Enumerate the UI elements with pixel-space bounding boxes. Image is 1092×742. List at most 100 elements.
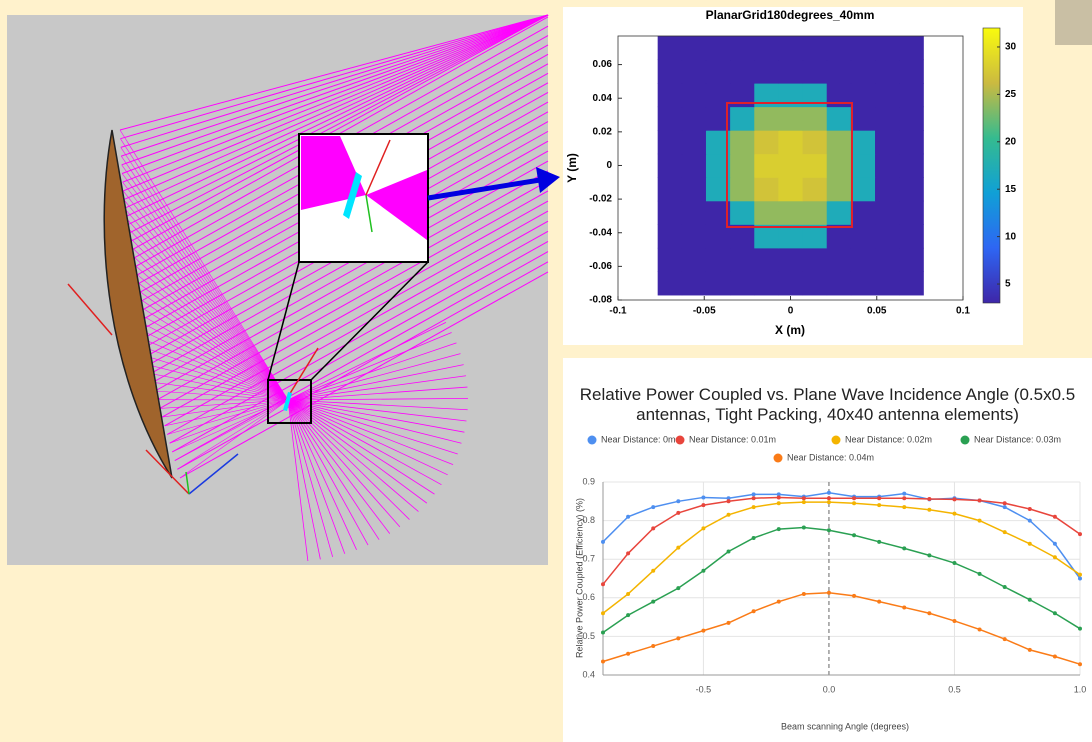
heat-cell xyxy=(730,271,755,295)
chart-title: Relative Power Coupled vs. Plane Wave In… xyxy=(563,385,1092,425)
heat-cell xyxy=(754,201,779,225)
data-point xyxy=(927,553,931,557)
heat-cell xyxy=(827,107,852,131)
data-point xyxy=(802,592,806,596)
heat-cell xyxy=(827,177,852,201)
data-point xyxy=(1053,542,1057,546)
heat-cell xyxy=(730,177,755,201)
data-point xyxy=(978,519,982,523)
data-point xyxy=(601,659,605,663)
data-point xyxy=(1053,555,1057,559)
data-point xyxy=(601,540,605,544)
thumbnail xyxy=(1055,0,1092,45)
heat-cell xyxy=(803,107,828,131)
data-point xyxy=(1053,654,1057,658)
heat-cell xyxy=(682,271,707,295)
heat-cell xyxy=(875,107,900,131)
heat-cell xyxy=(803,271,828,295)
data-point xyxy=(802,526,806,530)
heat-cell xyxy=(899,224,924,248)
heat-cell xyxy=(827,130,852,154)
heat-cell xyxy=(730,248,755,272)
legend-swatch xyxy=(676,436,685,445)
data-point xyxy=(902,546,906,550)
data-point xyxy=(676,586,680,590)
heat-cell xyxy=(875,36,900,60)
colorbar xyxy=(983,28,1000,303)
heat-cell xyxy=(682,130,707,154)
data-point xyxy=(827,496,831,500)
data-point xyxy=(601,631,605,635)
data-point xyxy=(877,496,881,500)
data-point xyxy=(752,536,756,540)
heat-cell xyxy=(682,224,707,248)
data-point xyxy=(752,609,756,613)
x-tick-label: 1.0 xyxy=(1074,684,1087,694)
heat-cell xyxy=(682,107,707,131)
data-point xyxy=(978,627,982,631)
heat-cell xyxy=(899,177,924,201)
heat-cell xyxy=(682,201,707,225)
y-tick-label: 0.7 xyxy=(582,554,595,564)
data-point xyxy=(827,500,831,504)
data-point xyxy=(852,501,856,505)
data-point xyxy=(651,644,655,648)
heat-cell xyxy=(754,154,779,178)
heat-cell xyxy=(706,36,731,60)
heat-cell xyxy=(754,36,779,60)
data-point xyxy=(626,551,630,555)
data-point xyxy=(902,496,906,500)
x-tick-label: 0.5 xyxy=(948,684,961,694)
heat-cell xyxy=(875,83,900,107)
data-point xyxy=(651,526,655,530)
heat-cell xyxy=(803,154,828,178)
heat-cell xyxy=(658,177,683,201)
heat-cell xyxy=(899,107,924,131)
data-point xyxy=(1003,637,1007,641)
y-tick-label: 0.5 xyxy=(582,631,595,641)
data-point xyxy=(1078,662,1082,666)
heat-cell xyxy=(875,248,900,272)
data-point xyxy=(727,621,731,625)
heat-cell xyxy=(754,107,779,131)
data-point xyxy=(626,652,630,656)
data-point xyxy=(777,495,781,499)
data-point xyxy=(827,591,831,595)
data-point xyxy=(626,613,630,617)
data-point xyxy=(651,505,655,509)
heat-cell xyxy=(803,248,828,272)
heat-cell xyxy=(658,154,683,178)
heat-cell xyxy=(658,248,683,272)
data-point xyxy=(952,512,956,516)
heat-cell xyxy=(778,154,803,178)
page: PlanarGrid180degrees_40mm X (m) Y (m) -0… xyxy=(0,0,1092,742)
heat-cell xyxy=(851,201,876,225)
data-point xyxy=(626,515,630,519)
data-point xyxy=(676,499,680,503)
heat-cell xyxy=(658,36,683,60)
heat-cell xyxy=(827,271,852,295)
data-point xyxy=(852,496,856,500)
heat-cell xyxy=(730,107,755,131)
heat-cell xyxy=(875,130,900,154)
heat-cell xyxy=(778,36,803,60)
heat-cell xyxy=(658,201,683,225)
y-tick-label: -0.04 xyxy=(589,227,612,238)
data-point xyxy=(1003,501,1007,505)
heat-cell xyxy=(778,271,803,295)
data-point xyxy=(902,492,906,496)
legend-label: Near Distance: 0.03m xyxy=(974,434,1061,444)
heat-cell xyxy=(778,177,803,201)
colorbar-tick-label: 5 xyxy=(1005,279,1011,290)
y-tick-label: 0 xyxy=(606,160,612,171)
heat-cell xyxy=(851,83,876,107)
heatmap-chart: PlanarGrid180degrees_40mm X (m) Y (m) -0… xyxy=(563,7,1023,347)
heat-cell xyxy=(682,36,707,60)
x-tick-label: 0.05 xyxy=(867,306,887,317)
heat-cell xyxy=(658,130,683,154)
data-point xyxy=(902,605,906,609)
data-point xyxy=(1078,627,1082,631)
data-point xyxy=(1028,648,1032,652)
heat-cell xyxy=(803,36,828,60)
y-tick-label: 0.02 xyxy=(593,126,613,137)
